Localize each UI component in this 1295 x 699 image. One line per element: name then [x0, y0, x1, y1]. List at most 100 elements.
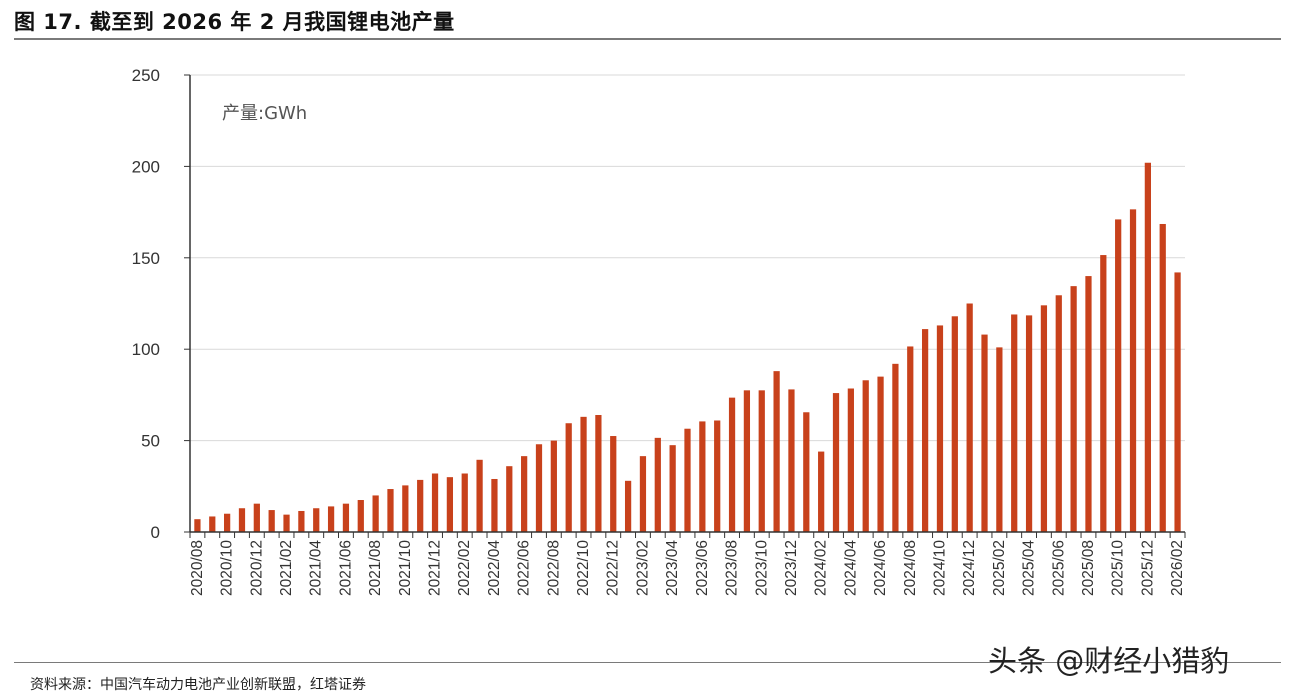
y-tick-label: 200 — [132, 157, 160, 176]
footer-divider — [14, 662, 1281, 663]
y-tick-label: 0 — [151, 523, 160, 542]
x-tick-label: 2020/10 — [219, 540, 236, 596]
gridlines — [184, 74, 1185, 533]
bar — [357, 500, 364, 532]
x-tick-label: 2026/02 — [1169, 540, 1186, 596]
bar — [862, 380, 869, 532]
bar — [1115, 219, 1122, 533]
bar — [461, 473, 468, 532]
x-tick-label: 2025/02 — [991, 540, 1008, 596]
x-tick-label: 2022/02 — [456, 540, 473, 596]
bar — [327, 506, 335, 532]
source-note: 资料来源：中国汽车动力电池产业创新联盟，红塔证券 — [30, 677, 366, 693]
bar — [788, 389, 795, 532]
x-tick-label: 2025/04 — [1021, 540, 1038, 596]
x-tick-label: 2021/06 — [337, 540, 354, 596]
bar — [892, 363, 899, 532]
x-tick-label: 2022/08 — [545, 540, 562, 596]
bar — [728, 397, 736, 532]
bar — [595, 415, 602, 532]
x-tick-label: 2021/08 — [367, 540, 384, 596]
title-divider — [14, 38, 1281, 40]
watermark: 头条 @财经小猎豹 — [988, 644, 1230, 678]
x-tick-label: 2021/12 — [427, 540, 444, 596]
bar — [1159, 223, 1166, 532]
x-tick-label: 2025/08 — [1080, 540, 1097, 596]
bar — [342, 503, 350, 532]
bar — [1085, 276, 1092, 532]
bar — [283, 514, 290, 532]
bar — [743, 390, 751, 532]
y-tick-label: 50 — [141, 432, 160, 451]
bar — [803, 412, 810, 532]
x-tick-label: 2022/10 — [575, 540, 592, 596]
bar — [1129, 209, 1137, 532]
bar — [818, 451, 825, 532]
x-tick-label: 2023/10 — [753, 540, 770, 596]
x-tick-label: 2025/12 — [1139, 540, 1156, 596]
bar — [699, 421, 706, 532]
bar — [669, 445, 676, 532]
bar — [847, 388, 854, 532]
bar — [996, 347, 1003, 532]
x-tick-label: 2020/08 — [189, 540, 206, 596]
bar — [1040, 305, 1048, 532]
bar — [758, 390, 765, 532]
bar — [654, 437, 661, 532]
bar — [194, 519, 201, 532]
bar — [981, 334, 988, 532]
bar — [639, 456, 647, 532]
chart-title: 图 17. 截至到 2026 年 2 月我国锂电池产量 — [14, 10, 455, 34]
bar — [1144, 162, 1151, 532]
x-tick-label: 2022/06 — [516, 540, 533, 596]
x-tick-label: 2021/10 — [397, 540, 414, 596]
bar — [535, 444, 543, 532]
bar — [921, 329, 929, 532]
bar — [224, 513, 231, 532]
bar — [907, 346, 914, 532]
bar — [550, 440, 557, 532]
bar — [491, 478, 498, 532]
bar — [402, 485, 409, 532]
bar — [1011, 314, 1018, 532]
x-tick-label: 2020/12 — [248, 540, 265, 596]
bar — [580, 416, 587, 532]
bar — [610, 436, 617, 532]
bar — [877, 376, 884, 532]
unit-label: 产量:GWh — [222, 103, 307, 124]
bar — [372, 495, 379, 532]
x-tick-label: 2021/02 — [278, 540, 295, 596]
bar — [417, 479, 424, 532]
bar — [966, 303, 973, 532]
x-axis-tick-labels: 2020/08 2020/10 2020/12 2021/02 2021/04 2021/… — [189, 540, 1186, 596]
y-tick-label: 150 — [132, 249, 160, 268]
x-tick-label: 2022/04 — [486, 540, 503, 596]
bar — [238, 508, 246, 532]
y-axis-tick-labels: 0 50 100 150 200 250 — [132, 66, 160, 542]
bar — [832, 393, 840, 532]
bar — [446, 477, 454, 532]
x-tick-label: 2024/12 — [961, 540, 978, 596]
x-tick-label: 2023/04 — [664, 540, 681, 596]
bar — [1100, 255, 1107, 533]
bar — [431, 473, 439, 532]
x-tick-label: 2025/10 — [1110, 540, 1127, 596]
bar — [1174, 272, 1181, 532]
bar — [1070, 286, 1077, 532]
x-tick-label: 2025/06 — [1050, 540, 1067, 596]
bar — [1025, 315, 1033, 532]
bar — [506, 466, 513, 532]
bar — [521, 456, 528, 532]
bar — [936, 325, 944, 532]
x-tick-label: 2024/04 — [842, 540, 859, 596]
bar — [1055, 295, 1062, 532]
bar — [624, 480, 632, 532]
x-tick-label: 2024/10 — [931, 540, 948, 596]
x-tick-label: 2023/08 — [724, 540, 741, 596]
bar — [268, 510, 275, 532]
bar — [951, 316, 958, 532]
axes — [189, 75, 1186, 538]
bars — [194, 162, 1181, 533]
bar — [298, 510, 305, 532]
